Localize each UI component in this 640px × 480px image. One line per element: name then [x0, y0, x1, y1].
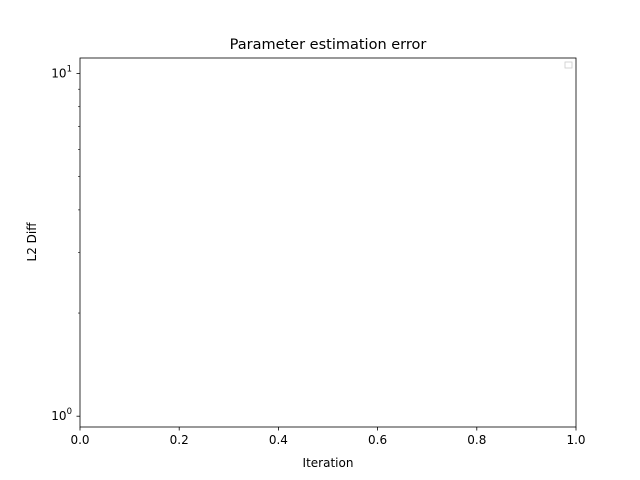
- chart-title: Parameter estimation error: [230, 37, 427, 53]
- x-tick-label: 0.2: [170, 433, 189, 447]
- x-tick-label: 0.0: [70, 433, 89, 447]
- y-tick-label-exponent: 0: [67, 407, 72, 417]
- legend: [564, 61, 573, 69]
- y-tick-label: 101: [51, 65, 72, 81]
- y-tick-label: 100: [51, 407, 72, 423]
- y-tick-label-base: 10: [51, 67, 66, 81]
- y-tick-label-exponent: 1: [67, 65, 72, 75]
- y-tick-label-base: 10: [51, 409, 66, 423]
- x-axis-label: Iteration: [303, 456, 354, 470]
- x-axis: 0.0 0.2 0.4 0.6 0.8 1.0: [70, 427, 586, 447]
- axes-frame: [79, 57, 577, 428]
- x-tick-label: 1.0: [566, 433, 585, 447]
- x-tick-label: 0.6: [368, 433, 387, 447]
- x-tick-label: 0.8: [467, 433, 486, 447]
- y-axis-label: L2 Diff: [25, 222, 39, 262]
- x-tick-label: 0.4: [269, 433, 288, 447]
